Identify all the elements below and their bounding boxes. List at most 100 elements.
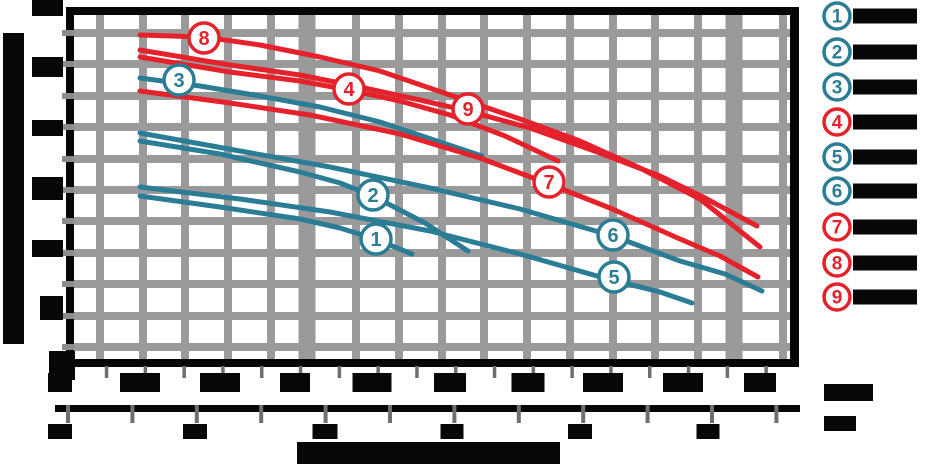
legend-circle-5 — [822, 142, 852, 172]
legend-label-redacted-7 — [853, 219, 917, 235]
legend-item-9: 9 — [822, 282, 917, 312]
legend-number-6: 6 — [832, 182, 843, 203]
y-tick-label-redacted — [32, 120, 63, 136]
curve-layer — [137, 32, 765, 306]
x1-tick-label-redacted — [48, 373, 72, 392]
x-tick-scale2 — [516, 405, 521, 423]
legend-circle-3 — [822, 72, 852, 102]
curve-label-circle-3 — [162, 63, 196, 97]
x-tick-scale1 — [337, 366, 342, 378]
curve-label-circle-9 — [451, 92, 485, 126]
curve-label-number-8: 8 — [198, 28, 209, 50]
x-tick-scale2 — [323, 405, 328, 423]
legend-item-5: 5 — [822, 142, 917, 172]
x-axis-unit2-redacted — [824, 416, 856, 431]
h-gridline — [73, 312, 799, 320]
legend-label-redacted-1 — [853, 8, 917, 24]
legend-circle-8 — [822, 248, 852, 278]
y-tick — [62, 93, 74, 99]
legend-circle-9 — [822, 282, 852, 312]
x1-tick-label-redacted — [200, 373, 240, 392]
legend-number-8: 8 — [832, 254, 843, 275]
legend-label-redacted-2 — [853, 44, 917, 60]
x-axis2-line — [55, 405, 800, 412]
curve-label-circle-2 — [356, 178, 390, 212]
y-tick — [62, 281, 74, 287]
v-gridline — [395, 14, 403, 367]
x-tick-scale1 — [764, 366, 768, 378]
y-tick — [62, 61, 74, 67]
y-tick — [62, 250, 74, 256]
h-gridline — [73, 249, 799, 257]
x-tick-scale2 — [452, 405, 457, 423]
curve-4 — [137, 54, 561, 164]
v-gridline — [96, 14, 104, 367]
x-tick-scale2 — [130, 405, 135, 423]
y-tick-label-redacted — [40, 296, 63, 320]
legend-item-7: 7 — [822, 212, 917, 242]
legend-number-5: 5 — [832, 148, 843, 169]
x-tick-scale2 — [581, 405, 586, 423]
x-tick-scale1 — [531, 366, 536, 378]
curve-2 — [137, 138, 471, 254]
legend-circle-4 — [822, 107, 852, 137]
curve-label-number-9: 9 — [462, 99, 473, 121]
y-tick — [62, 313, 74, 319]
legend-number-7: 7 — [832, 218, 843, 239]
h-gridline — [73, 92, 799, 100]
x2-tick-label-redacted — [440, 424, 464, 439]
x2-tick-label-redacted — [312, 424, 338, 439]
x-tick-scale1 — [609, 366, 613, 378]
curve-label-number-4: 4 — [343, 79, 355, 101]
y-tick — [62, 344, 74, 350]
legend-item-8: 8 — [822, 248, 917, 278]
v-gridline — [139, 14, 147, 367]
x-tick-scale1 — [260, 366, 264, 378]
h-gridline — [73, 29, 799, 37]
v-gridline-major — [725, 14, 743, 367]
h-gridline — [73, 155, 799, 163]
x-tick-scale1 — [298, 366, 303, 378]
x1-tick-label-redacted — [120, 373, 160, 392]
x-tick-scale1 — [182, 366, 186, 378]
curve-label-number-7: 7 — [543, 172, 554, 194]
legend-number-4: 4 — [832, 113, 843, 134]
v-gridline — [651, 14, 659, 367]
x2-tick-label-redacted — [183, 424, 207, 439]
legend-number-2: 2 — [832, 43, 843, 64]
v-gridline — [779, 14, 787, 367]
legend-circle-6 — [822, 176, 852, 206]
curve-label-layer: 1 2 3 4 5 6 7 8 9 — [162, 21, 631, 294]
plot-border-top — [66, 7, 799, 15]
v-gridline — [609, 14, 617, 367]
x-tick-scale2 — [774, 405, 779, 423]
curve-label-number-2: 2 — [367, 185, 378, 207]
y-tick — [62, 30, 74, 36]
x1-tick-label-redacted — [434, 373, 466, 392]
x-tick-scale1 — [648, 366, 652, 378]
x-tick-scale1 — [492, 366, 497, 378]
legend-circle-1 — [822, 1, 852, 31]
curve-label-circle-1 — [359, 222, 393, 256]
x1-tick-label-redacted — [511, 373, 545, 392]
curve-label-circle-4 — [332, 72, 366, 106]
y-tick-label-redacted — [32, 177, 63, 200]
y-tick — [62, 218, 74, 224]
curve-6 — [137, 130, 765, 294]
x-tick-scale1 — [686, 366, 691, 378]
legend-circle-2 — [822, 37, 852, 67]
v-gridline — [224, 14, 232, 367]
legend-layer: 1 2 3 4 5 6 7 8 9 — [822, 1, 917, 312]
x1-tick-label-redacted — [280, 373, 310, 392]
x2-tick-label-redacted — [696, 424, 720, 439]
curve-label-number-5: 5 — [608, 267, 619, 289]
x-tick-scale2 — [259, 405, 264, 423]
legend-item-1: 1 — [822, 1, 917, 31]
h-gridline — [73, 123, 799, 131]
x-tick-scale1 — [376, 366, 380, 378]
x-tick-scale1 — [415, 366, 419, 378]
legend-label-redacted-9 — [853, 289, 917, 305]
x1-tick-label-redacted — [744, 373, 776, 392]
v-gridline — [523, 14, 531, 367]
